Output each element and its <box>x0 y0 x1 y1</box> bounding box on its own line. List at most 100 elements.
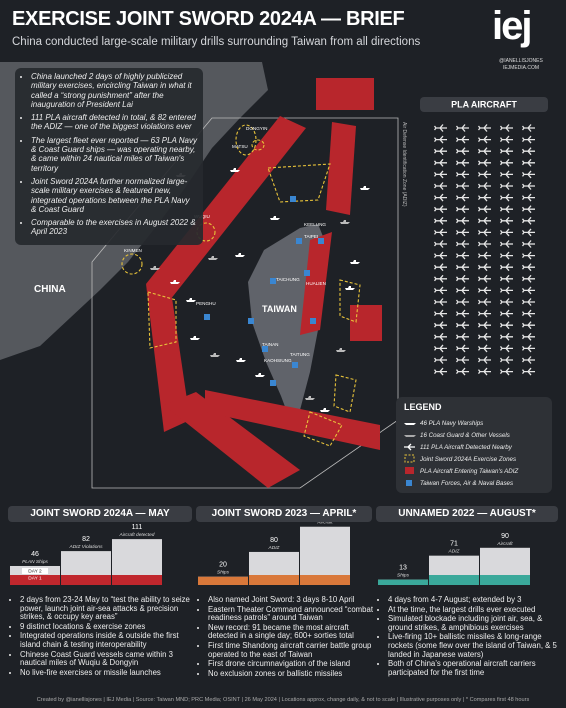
taiwan-label: TAIWAN <box>262 304 297 314</box>
aircraft-icon <box>521 321 535 330</box>
ship-icon <box>150 266 160 270</box>
bar-value: 20 <box>219 562 227 569</box>
bar-label: ADIZ <box>268 545 281 551</box>
section-bullet: 4 days from 4-7 August; extended by 3 <box>388 595 564 605</box>
aircraft-icon <box>455 321 469 330</box>
aircraft-icon <box>433 228 447 237</box>
aircraft-icon <box>455 332 469 341</box>
bar-label: ADIZ <box>448 549 461 555</box>
bar-base <box>61 575 111 585</box>
day-label: DAY 1 <box>28 576 42 582</box>
aircraft-icon <box>477 251 491 260</box>
place-label: TAIPEI <box>304 234 318 239</box>
footer: Created by @ianellisjones | IEJ Media | … <box>36 697 530 703</box>
aircraft-icon <box>455 356 469 364</box>
china-label: CHINA <box>34 284 66 295</box>
aircraft-icon <box>477 367 491 376</box>
aircraft-icon <box>477 274 491 283</box>
aircraft-icon <box>499 332 513 341</box>
ship-icon <box>360 186 370 190</box>
place-label: DONGYIN <box>246 126 267 131</box>
aircraft-icon <box>455 124 469 132</box>
legend-icon <box>405 467 414 474</box>
aircraft-icon <box>499 135 513 144</box>
aircraft-icon <box>433 135 447 144</box>
ship-icon <box>255 373 265 377</box>
bar-value: 82 <box>82 536 90 543</box>
ship-icon <box>186 298 196 302</box>
aircraft-icon <box>521 228 535 237</box>
title: EXERCISE JOINT SWORD 2024A — BRIEF <box>12 8 405 30</box>
aircraft-icon <box>521 205 535 214</box>
bar-value: 46 <box>31 551 39 558</box>
aircraft-icon <box>477 124 491 132</box>
bar-label: Ships <box>217 570 230 576</box>
bar-label: ADIZ Violations <box>69 544 104 550</box>
adiz-violations <box>146 78 382 488</box>
section-bullet: First drone circumnavigation of the isla… <box>208 660 378 669</box>
aircraft-icon <box>477 182 491 190</box>
aircraft-icon <box>521 182 535 190</box>
summary-item: China launched 2 days of highly publiciz… <box>31 72 197 109</box>
aircraft-icon <box>477 147 491 156</box>
section-bullet: Integrated operations inside & outside t… <box>20 632 198 649</box>
aircraft-icon <box>499 367 513 376</box>
aircraft-icon <box>433 274 447 283</box>
day-box <box>22 575 48 581</box>
aircraft-icon <box>455 298 469 306</box>
aircraft-icon <box>499 356 513 364</box>
aircraft-icon <box>455 158 469 167</box>
bar-value: 13 <box>399 565 407 572</box>
aircraft-icon <box>499 298 513 306</box>
logo: iej <box>492 4 533 48</box>
aircraft-icon <box>477 193 491 202</box>
aircraft-icon <box>521 251 535 260</box>
aircraft-icon <box>433 147 447 156</box>
aircraft-icon <box>455 228 469 237</box>
legend-icon <box>404 443 415 451</box>
summary-list: China launched 2 days of highly publiciz… <box>21 72 197 237</box>
aircraft-icon <box>499 182 513 190</box>
bar-value: 90 <box>501 533 509 540</box>
aircraft-icon <box>477 263 491 272</box>
legend-item: Joint Sword 2024A Exercise Zones <box>419 456 516 463</box>
place-label: HUALIEN <box>306 281 326 286</box>
ship-icon <box>236 358 246 362</box>
section-bullet: No exclusion zones or ballistic missiles <box>208 669 378 679</box>
aircraft-icon <box>477 205 491 214</box>
legend-box <box>396 397 552 493</box>
aircraft-icon <box>433 309 447 318</box>
aircraft-icon <box>455 274 469 283</box>
ship-icon <box>340 220 350 224</box>
aircraft-icon <box>499 286 513 295</box>
site: IEJMEDIA.COM <box>502 65 540 71</box>
aircraft-icon <box>433 216 447 225</box>
aircraft-icon <box>499 216 513 225</box>
ship-icon <box>230 168 240 172</box>
place-label: TAITUNG <box>290 352 310 357</box>
legend-item: 111 PLA Aircraft Detected Nearby <box>420 444 513 451</box>
legend-icon <box>406 480 412 486</box>
aircraft-icon <box>499 124 513 132</box>
aircraft-icon <box>499 170 513 179</box>
ship-icon <box>320 408 330 412</box>
legend-item: 46 PLA Navy Warships <box>420 420 483 427</box>
aircraft-icon <box>477 356 491 364</box>
bar-label: Ships <box>397 573 410 579</box>
aircraft-icon <box>499 309 513 318</box>
aircraft-icon <box>433 344 447 353</box>
section-bullet: Simulated blockade including joint air, … <box>388 614 564 632</box>
place-label: KEELUNG <box>304 222 326 227</box>
legend-item: PLA Aircraft Entering Taiwan's ADIZ <box>420 468 518 475</box>
aircraft-icon <box>521 286 535 295</box>
summary-item: Joint Sword 2024A further normalized lar… <box>31 177 197 214</box>
aircraft-icon <box>521 344 535 353</box>
aircraft-icon <box>455 251 469 260</box>
aircraft-icon <box>521 124 535 132</box>
place-label: KINMEN <box>124 248 142 253</box>
aircraft-icon <box>433 240 447 248</box>
ship-icon <box>190 336 200 340</box>
aircraft-icon <box>433 205 447 214</box>
aircraft-icon <box>499 147 513 156</box>
bar-base <box>300 575 350 585</box>
